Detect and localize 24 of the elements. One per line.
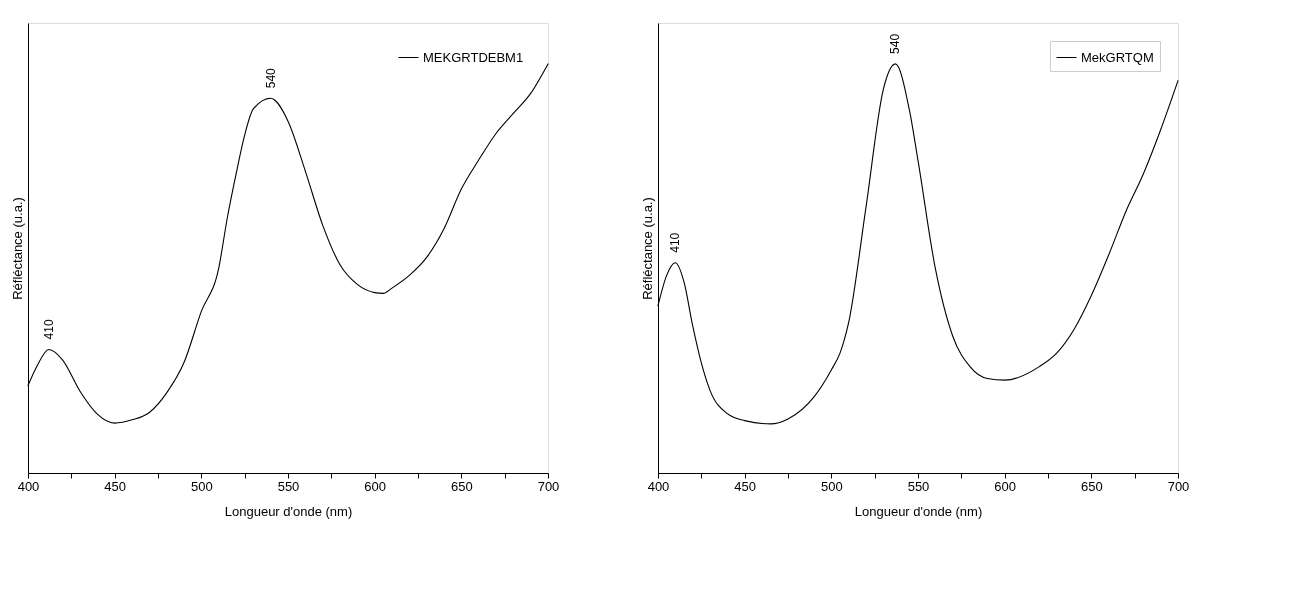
- x-tick-label: 650: [1080, 478, 1103, 494]
- legend-label: MekGRTQM: [1081, 49, 1154, 65]
- y-axis-title: Réfléctance (u.a.): [9, 197, 25, 300]
- x-tick-label: 450: [734, 478, 757, 494]
- x-tick-label: 550: [277, 478, 300, 494]
- x-tick-label: 650: [450, 478, 473, 494]
- x-tick-label: 600: [364, 478, 387, 494]
- x-tick-label: 400: [647, 478, 670, 494]
- x-axis-title: Longueur d'onde (nm): [854, 503, 983, 519]
- x-tick-label: 400: [17, 478, 40, 494]
- x-tick-label: 700: [1167, 478, 1190, 494]
- x-tick-label: 450: [104, 478, 127, 494]
- y-axis-title: Réfléctance (u.a.): [639, 197, 655, 300]
- annotation: 410: [41, 319, 56, 340]
- x-axis-title: Longueur d'onde (nm): [224, 503, 353, 519]
- x-tick-label: 700: [537, 478, 560, 494]
- x-tick-label: 500: [190, 478, 213, 494]
- annotation: 410: [668, 232, 683, 253]
- annotation: 540: [888, 33, 903, 54]
- legend-label: MEKGRTDEBM1: [423, 49, 524, 65]
- annotation: 540: [263, 67, 278, 89]
- x-tick-label: 500: [820, 478, 843, 494]
- x-tick-label: 600: [994, 478, 1017, 494]
- x-tick-label: 550: [907, 478, 930, 494]
